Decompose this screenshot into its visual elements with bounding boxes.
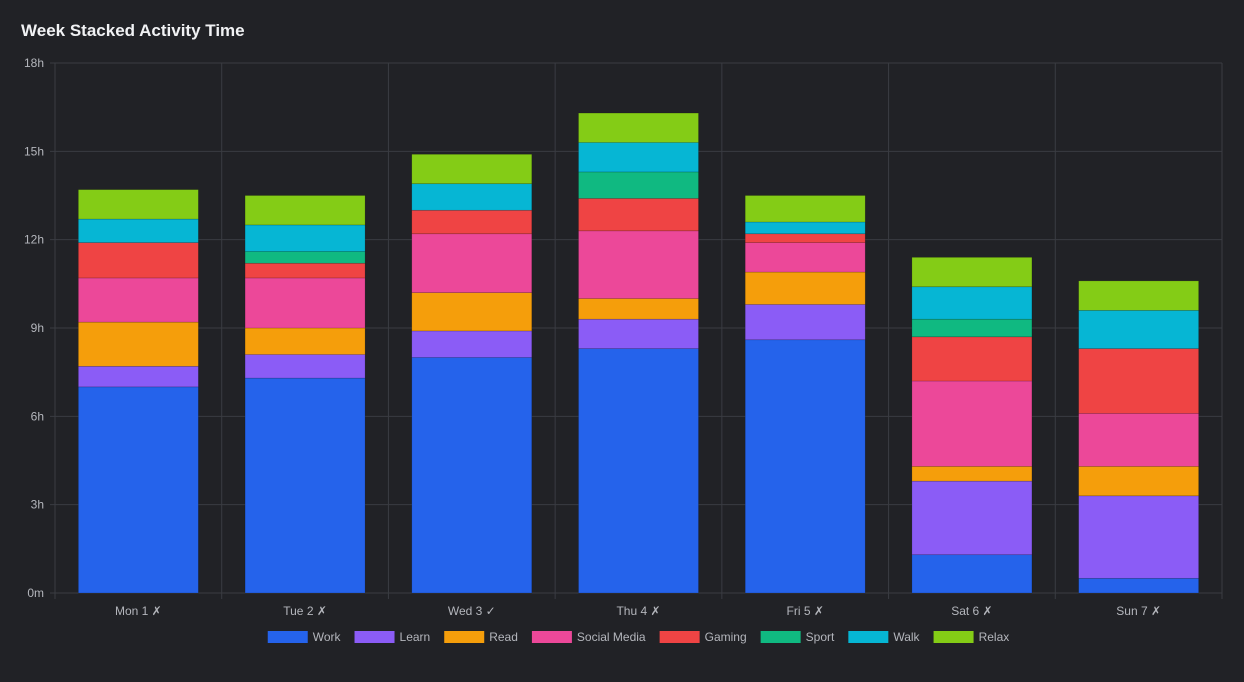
bar-segment[interactable] [78,242,199,279]
legend-swatch [444,631,485,643]
bars [78,112,1199,594]
x-tick-label: Sun 7 ✗ [1116,604,1161,618]
bar-segment[interactable] [911,380,1033,467]
bar-segment[interactable] [78,321,199,367]
legend-swatch [267,631,308,643]
x-tick-label: Tue 2 ✗ [283,604,327,618]
bar-segment[interactable] [911,466,1033,482]
bar-segment[interactable] [744,304,866,341]
bar-segment[interactable] [244,251,366,264]
bar-segment[interactable] [411,330,533,358]
bar-segment[interactable] [578,230,699,299]
bar-segment[interactable] [911,318,1033,338]
bar-segment[interactable] [1078,577,1199,594]
legend-swatch [659,631,700,643]
bar-segment[interactable] [1078,466,1199,497]
bar-segment[interactable] [578,318,699,349]
bar-segment[interactable] [244,224,366,252]
legend-item[interactable]: Social Media [531,630,646,644]
legend-label: Gaming [705,630,747,644]
bar-segment[interactable] [744,339,866,594]
axes: 0m 3h 6h 9h 12h 15h 18h Mon 1 ✗ Tue 2 ✗ Wed 3 ✓ Th… [24,56,1161,618]
y-tick-label: 15h [24,144,44,158]
bar-segment[interactable] [1078,348,1199,414]
bar-segment[interactable] [911,554,1033,594]
bar-segment[interactable] [78,189,199,220]
bar-segment[interactable] [578,348,699,594]
x-tick-label: Wed 3 ✓ [448,604,496,618]
legend-item[interactable]: Read [444,630,518,644]
legend-swatch [933,631,974,643]
bar-segment[interactable] [1078,280,1199,311]
legend-swatch [354,631,395,643]
x-tick-label: Sat 6 ✗ [951,604,992,618]
legend-item[interactable]: Work [267,630,342,644]
bar-segment[interactable] [411,209,533,235]
bar-segment[interactable] [1078,495,1199,579]
legend-item[interactable]: Learn [354,630,431,644]
bar-segment[interactable] [578,112,699,143]
bar-segment[interactable] [411,292,533,332]
legend-swatch [531,631,572,643]
bar-segment[interactable] [244,277,366,329]
bar-segment[interactable] [744,195,866,223]
legend-label: Work [313,630,342,644]
legend-item[interactable]: Gaming [659,630,747,644]
bar-segment[interactable] [244,377,366,594]
legend-item[interactable]: Relax [933,630,1010,644]
bar-segment[interactable] [1078,310,1199,349]
bar-segment[interactable] [578,298,699,320]
y-tick-label: 6h [31,409,44,423]
bar-segment[interactable] [1078,413,1199,467]
x-tick-label: Mon 1 ✗ [115,604,162,618]
bar-segment[interactable] [411,233,533,293]
bar-segment[interactable] [744,221,866,235]
legend-label: Social Media [577,630,646,644]
bar-segment[interactable] [578,198,699,232]
bar-segment[interactable] [78,277,199,323]
legend-label: Relax [979,630,1010,644]
bar-segment[interactable] [911,480,1033,556]
bar-segment[interactable] [411,153,533,185]
bar-segment[interactable] [411,183,533,211]
bar-segment[interactable] [244,354,366,379]
bar-segment[interactable] [911,336,1033,382]
y-tick-label: 0m [27,586,44,600]
bar-segment[interactable] [78,218,199,243]
y-tick-label: 9h [31,321,44,335]
legend-label: Sport [806,630,835,644]
bar-segment[interactable] [411,357,533,594]
bar-segment[interactable] [78,365,199,388]
legend-swatch [760,631,801,643]
x-tick-label: Thu 4 ✗ [616,604,660,618]
bar-segment[interactable] [244,327,366,355]
bar-segment[interactable] [911,257,1033,288]
bar-segment[interactable] [244,262,366,279]
legend-label: Walk [893,630,920,644]
bar-segment[interactable] [578,171,699,199]
legend-label: Read [489,630,518,644]
legend-item[interactable]: Walk [848,630,921,644]
y-tick-label: 12h [24,233,44,247]
bar-segment[interactable] [744,271,866,305]
bar-segment[interactable] [244,195,366,226]
legend-swatch [848,631,889,643]
y-tick-label: 18h [24,56,44,70]
bar-segment[interactable] [744,233,866,243]
legend: Work Learn Read Social Media Gaming Sport Walk… [267,630,1010,644]
legend-label: Learn [400,630,431,644]
x-tick-label: Fri 5 ✗ [787,604,824,618]
bar-segment[interactable] [78,386,199,594]
legend-item[interactable]: Sport [760,630,835,644]
bar-segment[interactable] [911,286,1033,320]
chart-title: Week Stacked Activity Time [21,21,245,40]
bar-segment[interactable] [744,242,866,273]
bar-segment[interactable] [578,142,699,173]
y-tick-label: 3h [31,498,44,512]
